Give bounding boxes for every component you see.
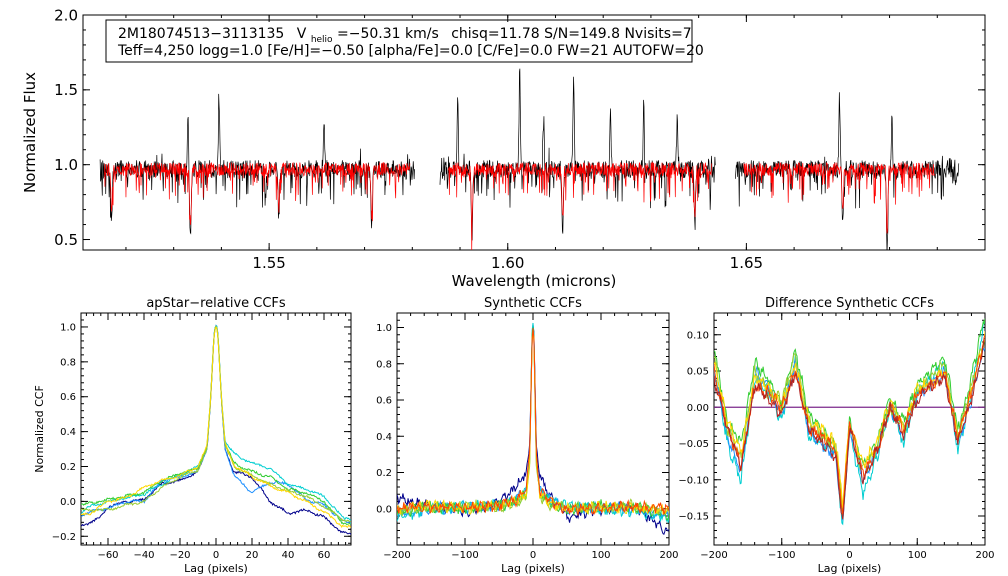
apstar_ccf-title: apStar−relative CCFs (146, 296, 286, 311)
synthetic_ccf-series-line (397, 331, 669, 517)
apstar_ccf-y-tick-label: 1.0 (60, 322, 76, 333)
apstar_ccf-x-tick-label: 60 (318, 550, 331, 561)
spectrum-y-tick-label: 2.0 (54, 6, 78, 24)
difference_ccf-x-tick-label: 0 (846, 550, 852, 561)
difference_ccf-y-tick-label: 0.10 (687, 330, 709, 341)
annotation-line-2: Teff=4,250 logg=1.0 [Fe/H]=−0.50 [alpha/… (117, 43, 704, 59)
spectrum-x-tick-label: 1.60 (491, 254, 524, 272)
apstar_ccf-x-tick-label: −40 (133, 550, 154, 561)
synthetic_ccf-x-tick-label: 100 (591, 550, 610, 561)
difference_ccf-series-line (714, 318, 985, 515)
synthetic_ccf-x-label: Lag (pixels) (501, 562, 565, 575)
apstar_ccf-y-tick-label: 0.2 (60, 462, 76, 473)
spectrum-x-tick-label: 1.55 (252, 254, 285, 272)
apstar_ccf-x-tick-label: 40 (282, 550, 295, 561)
difference_ccf-y-tick-label: −0.10 (678, 475, 709, 486)
apstar_ccf-y-tick-label: 0.0 (60, 497, 76, 508)
difference_ccf-x-label: Lag (pixels) (818, 562, 882, 575)
spectrum-y-tick-label: 1.5 (54, 81, 78, 99)
synthetic_ccf-y-tick-label: 0.4 (376, 432, 392, 443)
synthetic_ccf-title: Synthetic CCFs (484, 296, 582, 311)
apstar_ccf-series-line (81, 324, 351, 525)
difference_ccf-y-tick-label: −0.15 (678, 512, 709, 523)
difference_ccf-y-tick-label: 0.00 (687, 403, 709, 414)
apstar_ccf-frame (80, 312, 352, 546)
apstar_ccf-y-label: Normalized CCF (33, 385, 46, 473)
difference_ccf-x-tick-label: −200 (700, 550, 727, 561)
spectrum-observed-segment (439, 68, 716, 241)
annotation-box: 2M18074513−3113135 V helio =−50.31 km/s … (105, 19, 704, 63)
apstar_ccf-y-tick-label: 0.6 (60, 392, 76, 403)
annotation-object: 2M18074513−3113135 (118, 26, 284, 42)
synthetic_ccf-series-line (397, 332, 669, 516)
spectrum-x-label: Wavelength (microns) (452, 272, 617, 290)
synthetic_ccf-x-tick-label: 200 (659, 550, 678, 561)
spectrum-y-tick-label: 0.5 (54, 231, 78, 249)
spectrum-model-segment (104, 161, 411, 225)
apstar_ccf-series-line (81, 325, 351, 526)
difference_ccf-y-tick-label: −0.05 (678, 439, 709, 450)
spectrum-x-tick-label: 1.65 (730, 254, 763, 272)
difference_ccf-title: Difference Synthetic CCFs (765, 296, 934, 311)
annotation-line-1: 2M18074513−3113135 V helio =−50.31 km/s … (118, 26, 692, 46)
synthetic_ccf-y-tick-label: 0.2 (376, 468, 392, 479)
apstar_ccf-x-tick-label: 0 (213, 550, 219, 561)
synthetic_ccf-series-line (397, 325, 669, 520)
synthetic_ccf-x-tick-label: 0 (530, 550, 536, 561)
annotation-frame (105, 19, 693, 63)
annotation-stats: chisq=11.78 S/N=149.8 Nvisits=7 (451, 26, 692, 42)
apstar_ccf-x-tick-label: 20 (246, 550, 259, 561)
difference_ccf-series-line (714, 337, 985, 520)
difference-ccf-panel: −200 −100 0 100 200 −0.15 −0.10 −0.05 0.00 0.05 0.… (678, 296, 994, 575)
spectrum-frame (82, 14, 986, 251)
synthetic_ccf-series-line (397, 327, 669, 517)
difference_ccf-y-tick-label: 0.05 (687, 367, 709, 378)
apstar_ccf-y-tick-label: 0.8 (60, 357, 76, 368)
apstar_ccf-series-line (81, 325, 351, 529)
spectrum-observed-segment (99, 93, 415, 235)
synthetic_ccf-y-tick-label: 0.8 (376, 359, 392, 370)
apstar_ccf-x-tick-label: −60 (97, 550, 118, 561)
synthetic_ccf-series-line (397, 327, 669, 521)
apstar_ccf-y-tick-label: −0.2 (52, 532, 76, 543)
synthetic_ccf-y-tick-label: 1.0 (376, 323, 392, 334)
synthetic_ccf-y-tick-label: 0.6 (376, 396, 392, 407)
spectrum-panel: 1.55 1.60 1.65 0.5 1.0 1.5 2.0 Wavelength (micr… (21, 6, 986, 290)
synthetic_ccf-series-line (397, 322, 669, 523)
annotation-v-value: =−50.31 km/s (337, 26, 439, 42)
spectrum-y-label: Normalized Flux (21, 72, 39, 193)
apstar_ccf-series-line (81, 327, 351, 523)
annotation-v-subscript: helio (311, 35, 333, 45)
spectrum-model-segment (743, 161, 935, 234)
difference_ccf-x-tick-label: −100 (768, 550, 795, 561)
synthetic_ccf-x-tick-label: −200 (383, 550, 410, 561)
apstar_ccf-series-line (81, 325, 351, 521)
apstar_ccf-x-label: Lag (pixels) (184, 562, 248, 575)
spectrum-y-tick-label: 1.0 (54, 156, 78, 174)
synthetic_ccf-y-tick-label: 0.0 (376, 504, 392, 515)
apstar_ccf-y-tick-label: 0.4 (60, 427, 76, 438)
annotation-v-prefix: V (297, 26, 307, 42)
apstar_ccf-x-tick-label: −20 (169, 550, 190, 561)
spectrum-model-segment (447, 161, 713, 250)
synthetic_ccf-x-tick-label: −100 (451, 550, 478, 561)
difference_ccf-x-tick-label: 200 (975, 550, 994, 561)
synthetic-ccf-panel: −200 −100 0 100 200 0.0 0.2 0.4 0.6 0.8 1.0 Synthet… (376, 296, 678, 575)
difference_ccf-x-tick-label: 100 (908, 550, 927, 561)
apstar-ccf-panel: −60 −40 −20 0 20 40 60 −0.2 0.0 0.2 0.4 0.6 0.8 1.0 ap… (33, 296, 352, 575)
